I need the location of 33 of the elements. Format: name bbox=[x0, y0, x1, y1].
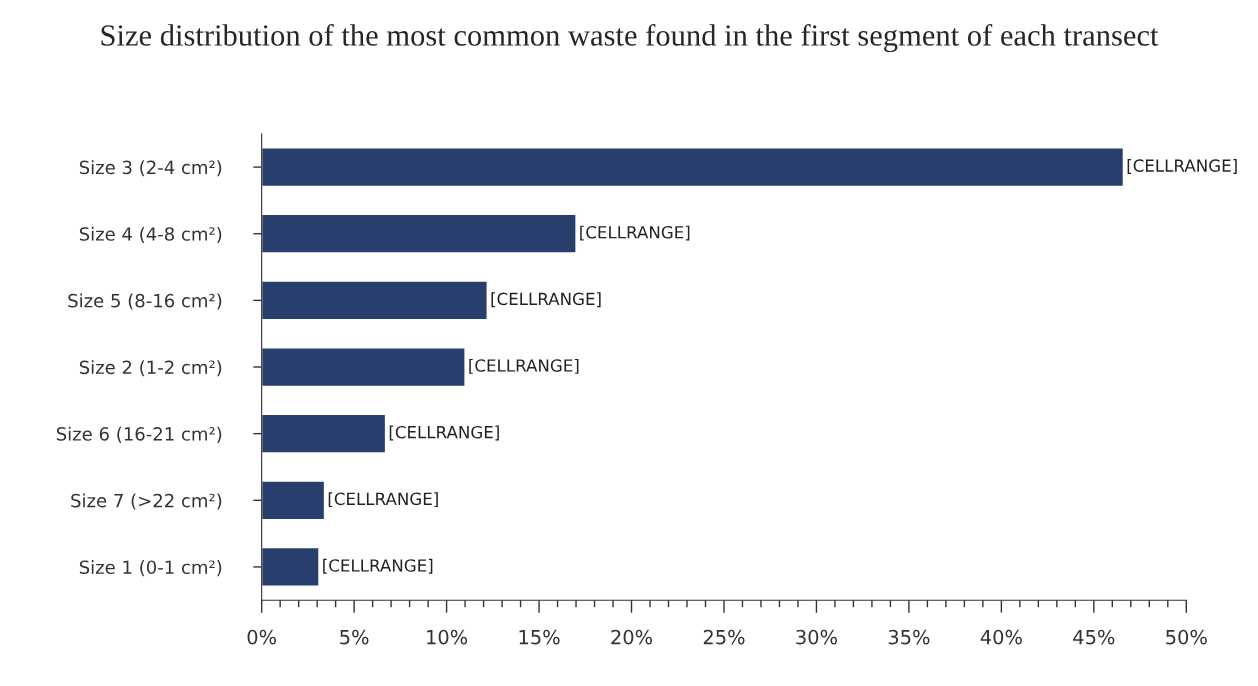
data-label: [CELLRANGE] bbox=[580, 225, 690, 241]
x-tick-label: 25% bbox=[703, 629, 745, 645]
data-label: [CELLRANGE] bbox=[1127, 159, 1237, 174]
data-label: [CELLRANGE] bbox=[323, 558, 433, 574]
x-tick-label: 40% bbox=[980, 629, 1022, 645]
bar bbox=[261, 213, 577, 254]
data-label: [CELLRANGE] bbox=[469, 358, 579, 374]
data-label: [CELLRANGE] bbox=[328, 492, 438, 508]
x-tick-label: 30% bbox=[796, 629, 837, 645]
y-tick-label: Size 2 (1-2 cm²) bbox=[79, 360, 222, 377]
y-tick-label: Size 4 (4-8 cm²) bbox=[79, 226, 222, 243]
chart-title: Size distribution of the most common waste found in the first segment of each transect bbox=[101, 24, 1159, 53]
data-label: [CELLRANGE] bbox=[491, 292, 601, 308]
y-tick-label: Size 1 (0-1 cm²) bbox=[79, 560, 222, 577]
y-tick-label: Size 3 (2-4 cm²) bbox=[79, 160, 222, 177]
data-label: [CELLRANGE] bbox=[389, 425, 499, 441]
x-tick-label: 15% bbox=[519, 629, 560, 645]
y-tick-label: Size 6 (16-21 cm²) bbox=[56, 426, 222, 443]
bar bbox=[261, 280, 488, 321]
bar bbox=[261, 413, 387, 454]
x-tick-label: 45% bbox=[1073, 629, 1115, 645]
x-tick-label: 50% bbox=[1166, 629, 1207, 645]
x-tick-label: 10% bbox=[427, 629, 468, 645]
x-tick-label: 5% bbox=[340, 629, 369, 645]
x-tick-label: 20% bbox=[611, 629, 653, 645]
y-tick-label: Size 5 (8-16 cm²) bbox=[68, 293, 222, 310]
x-tick-label: 0% bbox=[247, 629, 277, 645]
x-tick-label: 35% bbox=[888, 629, 930, 645]
bar bbox=[261, 546, 320, 587]
y-tick-label: Size 7 (>22 cm²) bbox=[71, 493, 222, 510]
bar bbox=[261, 147, 1125, 188]
bar bbox=[261, 346, 466, 388]
bar bbox=[261, 480, 326, 521]
